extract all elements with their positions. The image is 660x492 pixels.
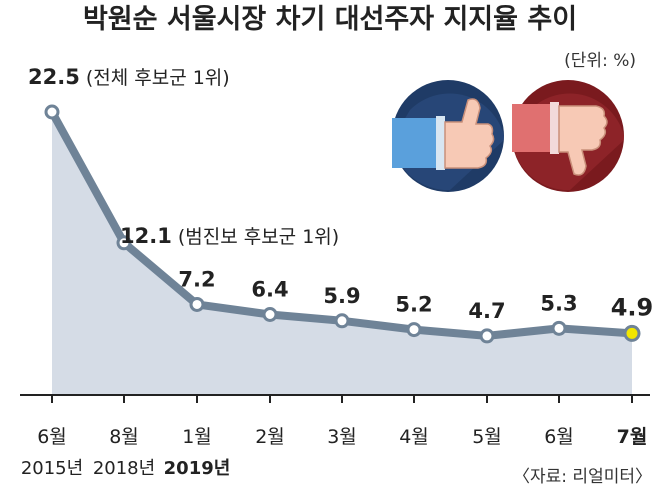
data-point bbox=[479, 328, 495, 344]
value-labels: 22.5 (전체 후보군 1위) 12.1 (범진보 후보군 1위) 7.2 6.4 5.9… bbox=[28, 65, 653, 323]
x-tick-label: 6월 bbox=[37, 426, 67, 448]
x-tick-label: 1월 bbox=[182, 426, 212, 448]
value-label: 22.5 (전체 후보군 1위) bbox=[28, 65, 230, 89]
data-point bbox=[551, 320, 567, 336]
x-tick-label: 8월 bbox=[109, 426, 139, 448]
x-ticks bbox=[51, 395, 633, 403]
chart-title: 박원순 서울시장 차기 대선주자 지지율 추이 bbox=[83, 4, 577, 35]
value-label: 6.4 bbox=[251, 278, 288, 302]
data-point bbox=[334, 313, 350, 329]
data-point bbox=[44, 104, 60, 120]
x-tick-label: 2월 bbox=[255, 426, 285, 448]
year-labels: 2015년 2018년 2019년 bbox=[21, 458, 231, 479]
thumbs-down-icon bbox=[512, 80, 624, 192]
year-label: 2018년 bbox=[93, 458, 155, 479]
x-tick-label: 3월 bbox=[327, 426, 357, 448]
data-point bbox=[262, 307, 278, 323]
data-point bbox=[623, 324, 641, 342]
x-tick-label: 7월 bbox=[617, 426, 648, 448]
value-label: 5.9 bbox=[323, 284, 360, 308]
year-label: 2015년 bbox=[21, 458, 83, 479]
source-label: 〈자료: 리얼미터〉 bbox=[513, 467, 652, 487]
x-tick-labels: 6월 8월 1월 2월 3월 4월 5월 6월 7월 bbox=[37, 426, 647, 448]
thumbs-up-icon bbox=[392, 80, 504, 192]
value-label: 5.3 bbox=[540, 291, 577, 315]
area-fill bbox=[52, 112, 632, 395]
x-tick-label: 5월 bbox=[472, 426, 502, 448]
data-point bbox=[406, 322, 422, 338]
value-label: 4.7 bbox=[468, 299, 505, 323]
data-point bbox=[189, 296, 205, 312]
value-label: 7.2 bbox=[178, 267, 215, 291]
x-tick-label: 4월 bbox=[399, 426, 429, 448]
unit-label: (단위: %) bbox=[564, 51, 636, 71]
value-label: 12.1 (범진보 후보군 1위) bbox=[120, 224, 339, 248]
value-label: 5.2 bbox=[395, 293, 432, 317]
data-markers bbox=[44, 104, 641, 344]
year-label: 2019년 bbox=[164, 458, 231, 479]
x-tick-label: 6월 bbox=[544, 426, 574, 448]
value-label: 4.9 bbox=[611, 293, 654, 321]
data-point bbox=[116, 235, 132, 251]
